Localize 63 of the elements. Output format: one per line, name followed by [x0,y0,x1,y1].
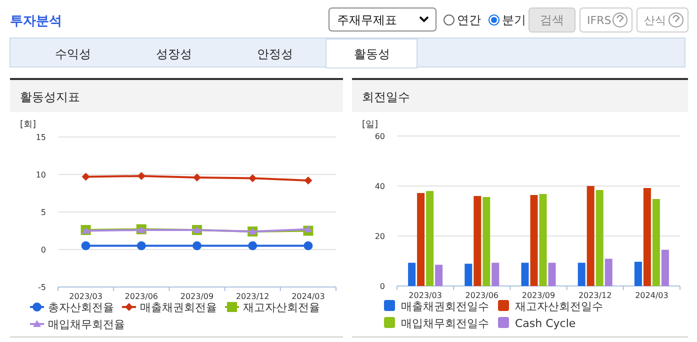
bar [408,262,416,286]
bar [661,250,669,286]
bar [548,262,556,286]
point [82,172,90,181]
legend-label: 매출채권회전일수 [401,300,489,313]
y-tick-label: 0 [40,246,46,254]
x-tick-label: 2023/09 [522,291,556,300]
x-tick-label: 2023/06 [465,291,499,300]
bar [492,262,500,286]
y-tick-label: -5 [38,283,46,292]
point [192,241,202,250]
point [248,174,257,182]
x-tick-label: 2023/09 [180,292,214,301]
bar [643,188,651,286]
y-tick-label: 40 [374,182,385,191]
bar [426,191,434,286]
bar [539,194,547,286]
chart-title: 회전일수 [362,90,410,104]
page-header: 투자분석 주재무제표 연간 분기 검색 IFRS 산식 수익성 성장성 안정성 활동성 [10,8,688,68]
y-tick-label: 15 [36,133,46,142]
y-tick-label: 60 [374,132,385,141]
bar [530,195,538,286]
x-tick-label: 2023/12 [236,292,270,301]
y-tick-label: 20 [374,232,385,241]
y-tick-label: 10 [36,170,46,180]
point [304,176,312,184]
bar [634,262,642,286]
legend-label: 매입채무회전율 [48,318,125,331]
bar [604,258,612,286]
x-tick-label: 2023/03 [69,292,102,301]
bar [435,264,443,286]
bar [464,264,472,286]
x-tick-label: 2023/06 [124,292,158,301]
point [304,225,312,232]
legend-label: 총자산회전율 [48,301,114,314]
x-tick-label: 2023/12 [578,291,612,300]
bar [596,190,604,286]
point [136,241,146,250]
y-tick-label: 5 [40,208,46,217]
point [304,241,313,250]
legend-label: 매출채권회전율 [140,301,217,314]
bar [521,262,529,286]
bar [578,262,586,286]
x-tick-label: 2024/03 [292,292,325,301]
point [137,172,146,180]
legend-label: Cash Cycle [515,317,576,330]
legend-label: 매입채무회전일수 [401,317,489,330]
y-axis-title: [회] [20,120,36,130]
bar [474,196,482,286]
point [193,174,201,182]
bar [586,186,594,286]
point [248,241,258,250]
chart-title: 활동성지표 [20,90,80,104]
y-axis-title: [일] [362,120,378,130]
bar [417,193,425,286]
point [81,241,90,250]
y-tick-label: 0 [380,282,385,291]
bar [482,197,490,286]
x-tick-label: 2024/03 [635,291,668,300]
bar [652,199,660,286]
x-tick-label: 2023/03 [408,291,442,300]
legend-label: 재고자산회전일수 [515,300,603,313]
legend-label: 재고자산회전율 [243,301,320,314]
